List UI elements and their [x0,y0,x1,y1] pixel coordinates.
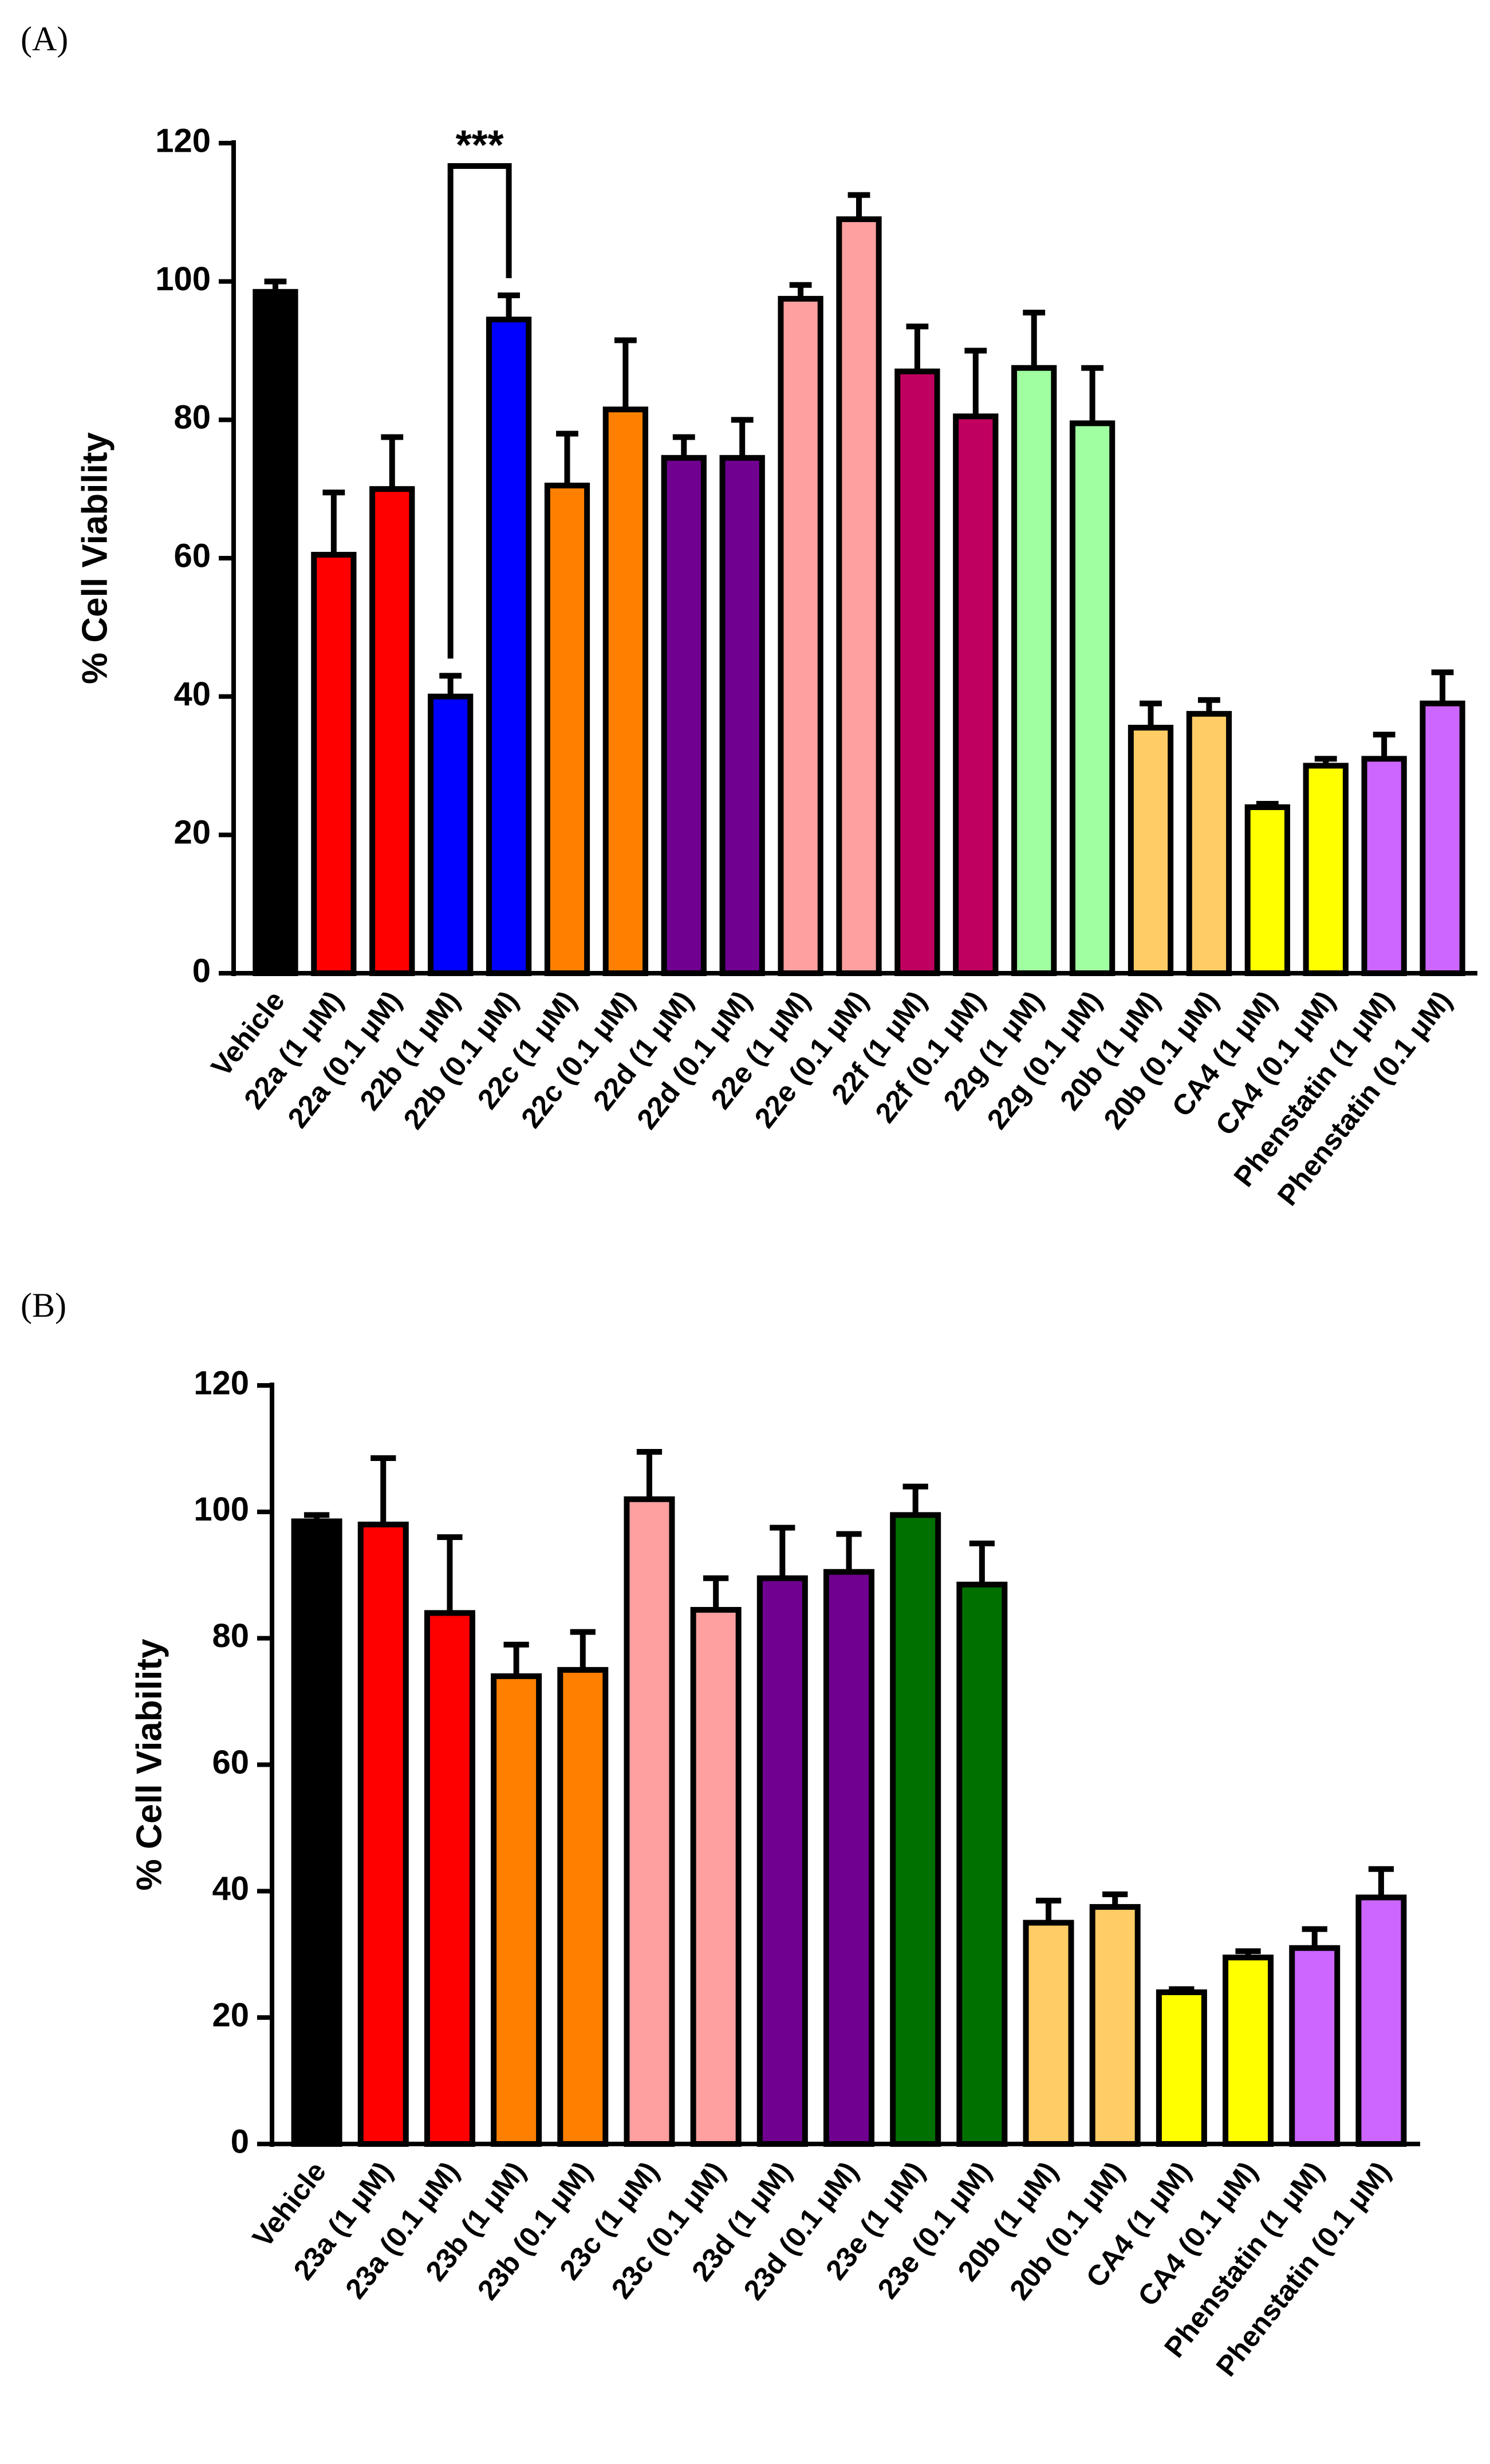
bar-12 [894,368,940,976]
y-tick-label-100: 100 [194,1491,249,1528]
bar-15 [1069,420,1115,976]
y-tick-label-60: 60 [212,1744,249,1781]
bar-9 [823,1569,874,2147]
bar-16 [1289,1945,1341,2147]
y-tick-label-40: 40 [212,1870,249,1908]
bar-18 [1244,804,1290,976]
bar-8 [661,455,707,976]
significance-label: *** [456,123,504,168]
y-tick-label-0: 0 [192,952,211,989]
y-axis-title: % Cell Viability [75,432,115,684]
bar-3 [369,486,415,976]
bar-4 [428,693,474,976]
bar-11 [956,1581,1008,2147]
bar-3 [424,1610,475,2147]
panel-a-label: (A) [21,20,68,58]
bar-14 [1011,365,1057,976]
y-tick-label-100: 100 [155,260,211,298]
bar-8 [756,1575,808,2147]
bar-11 [836,216,882,977]
bar-17 [1355,1894,1407,2147]
bar-6 [624,1496,675,2147]
y-axis-title: % Cell Viability [129,1638,169,1890]
y-tick-label-80: 80 [174,399,211,436]
bar-6 [544,483,590,976]
bar-5 [486,317,532,976]
y-tick-label-60: 60 [174,537,211,574]
y-tick-label-120: 120 [155,122,211,159]
bar-14 [1156,1989,1207,2147]
significance-bracket [447,163,512,659]
y-tick-label-40: 40 [174,676,211,713]
bar-7 [690,1606,742,2147]
bar-13 [1089,1904,1141,2147]
bar-2 [357,1521,409,2147]
bar-19 [1303,763,1349,976]
y-tick-label-20: 20 [212,1996,249,2033]
y-tick-label-80: 80 [212,1617,249,1654]
bar-12 [1023,1920,1074,2147]
y-tick-label-20: 20 [174,814,211,851]
bar-2 [311,551,357,976]
panel-b-label: (B) [21,1286,66,1324]
y-tick-label-120: 120 [194,1364,249,1401]
bar-1 [291,1518,342,2147]
y-tick-label-0: 0 [231,2123,249,2160]
bar-15 [1223,1954,1274,2147]
bar-10 [890,1512,941,2147]
bar-9 [719,455,765,976]
bar-20 [1361,756,1407,976]
bar-10 [778,295,823,976]
bar-1 [253,289,298,977]
bar-4 [491,1673,542,2147]
bar-16 [1128,725,1174,976]
bar-5 [557,1667,609,2147]
bar-7 [602,406,649,976]
bar-17 [1186,710,1232,976]
bar-21 [1420,700,1465,976]
bar-13 [953,413,999,976]
